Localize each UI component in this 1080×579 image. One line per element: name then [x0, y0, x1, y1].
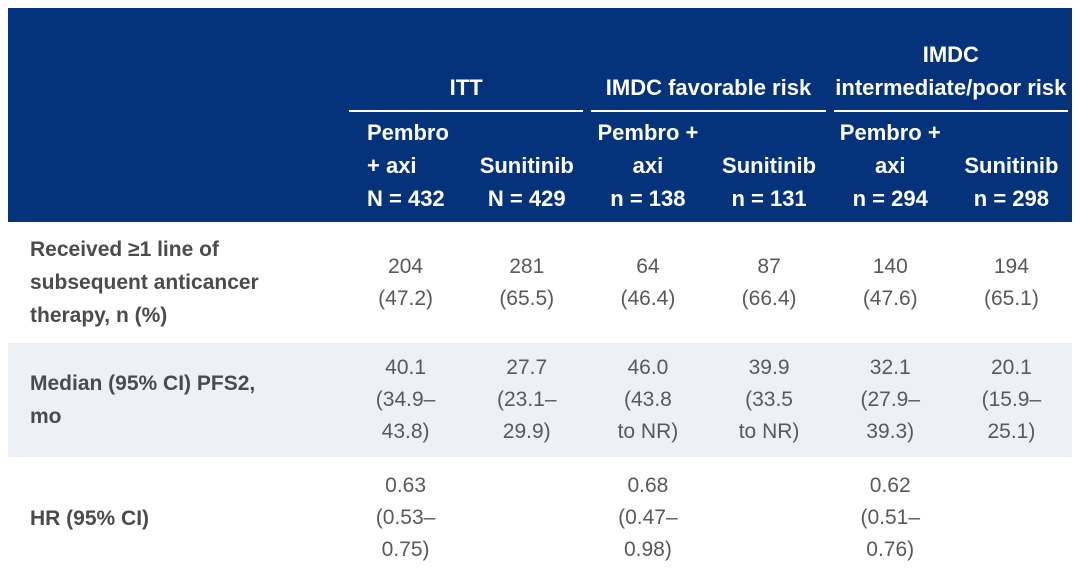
cell-line: 281: [509, 254, 545, 278]
group-label: ITT: [449, 75, 483, 100]
column-header-line: Sunitinib: [722, 153, 817, 178]
data-cell: 194 (65.1): [951, 251, 1072, 315]
column-header-line: + axi: [367, 153, 417, 178]
data-cell: 46.0 (43.8 to NR): [587, 352, 708, 448]
cell-line: 0.62: [869, 474, 911, 497]
cell-line: (65.5): [499, 286, 555, 310]
column-header-sunitinib-itt: Sunitinib N = 429: [466, 112, 587, 222]
cell-line: to NR): [738, 420, 800, 443]
cell-line: 27.7: [506, 356, 548, 379]
cell-line: 39.3): [866, 420, 915, 443]
column-header-line: N = 432: [367, 186, 445, 211]
row-label: Median (95% CI) PFS2, mo: [8, 367, 345, 433]
cell-line: (65.1): [983, 286, 1039, 310]
cell-line: (47.2): [378, 286, 433, 310]
cell-line: 0.98): [623, 538, 672, 561]
cell-line: 25.1): [987, 420, 1036, 443]
cell-line: 194: [993, 254, 1029, 278]
column-header-line: n = 138: [610, 186, 686, 211]
row-label-line: Median (95% CI) PFS2,: [30, 372, 256, 395]
cell-line: (43.8: [623, 388, 672, 411]
header-corner-spacer: [8, 112, 345, 222]
cell-line: 64: [636, 254, 660, 278]
column-header-line: Sunitinib: [964, 153, 1059, 178]
cell-line: 0.76): [866, 538, 915, 561]
data-cell: 0.62 (0.51– 0.76): [830, 470, 951, 566]
data-cell: 0.63 (0.53– 0.75): [345, 470, 466, 566]
cell-line: (66.4): [741, 286, 797, 310]
column-header-line: Pembro +: [597, 120, 699, 145]
data-cell: 20.1 (15.9– 25.1): [951, 352, 1072, 448]
cell-line: 0.63: [385, 474, 427, 497]
data-cell: 281 (65.5): [466, 251, 587, 315]
table-body: Received ≥1 line of subsequent anticancer…: [8, 222, 1072, 579]
column-header-line: Pembro +: [839, 120, 941, 145]
cell-line: (46.4): [620, 286, 676, 310]
data-cell: 40.1 (34.9– 43.8): [345, 352, 466, 448]
data-cell: 140 (47.6): [830, 251, 951, 315]
cell-line: 0.75): [381, 538, 430, 561]
table-header: ITT IMDC favorable risk IMDC intermediat…: [8, 8, 1072, 222]
column-header-line: n = 131: [731, 186, 807, 211]
column-header-line: n = 298: [973, 186, 1050, 211]
column-header-pembro-axi-favorable: Pembro + axi n = 138: [587, 112, 708, 222]
cell-line: 46.0: [627, 356, 669, 379]
data-cell: 32.1 (27.9– 39.3): [830, 352, 951, 448]
cell-line: (33.5: [745, 388, 793, 411]
column-header-row: Pembro + axi N = 432 Sunitinib N = 429 P…: [8, 112, 1072, 222]
data-cell: 87 (66.4): [708, 251, 829, 315]
row-label: HR (95% CI): [8, 502, 345, 535]
cell-line: (0.51–: [860, 506, 921, 529]
row-label-line: mo: [30, 405, 62, 428]
cell-line: 39.9: [748, 356, 790, 379]
cell-line: to NR): [617, 420, 679, 443]
cell-line: 40.1: [385, 356, 427, 379]
cell-line: (27.9–: [860, 388, 921, 411]
cell-line: (0.53–: [375, 506, 436, 529]
column-header-line: n = 294: [852, 186, 928, 211]
cell-line: 32.1: [869, 356, 911, 379]
cell-line: 204: [388, 254, 424, 278]
column-header-pembro-axi-intermediate-poor: Pembro + axi n = 294: [830, 112, 951, 222]
cell-line: 140: [872, 254, 908, 278]
data-cell: 64 (46.4): [587, 251, 708, 315]
row-label: Received ≥1 line of subsequent anticancer…: [8, 233, 345, 332]
data-cell: 204 (47.2): [345, 251, 466, 315]
column-header-line: axi: [874, 153, 906, 178]
column-header-line: N = 429: [487, 186, 566, 211]
data-cell: 39.9 (33.5 to NR): [708, 352, 829, 448]
column-group-imdc-favorable: IMDC favorable risk: [591, 12, 826, 112]
cell-line: (0.47–: [618, 506, 678, 529]
cell-line: (47.6): [862, 286, 918, 310]
row-label-line: subsequent anticancer: [30, 271, 259, 294]
column-header-line: Sunitinib: [479, 153, 574, 178]
column-group-itt: ITT: [349, 12, 584, 112]
column-header-line: Pembro: [367, 120, 449, 145]
table-row: Received ≥1 line of subsequent anticancer…: [8, 222, 1072, 343]
group-label: IMDC favorable risk: [605, 75, 812, 100]
table-row: HR (95% CI) 0.63 (0.53– 0.75) 0.68 (0.47– 0.98…: [8, 457, 1072, 579]
column-header-line: axi: [632, 153, 664, 178]
group-label: IMDC intermediate/poor risk: [835, 42, 1067, 100]
cell-line: 20.1: [990, 356, 1032, 379]
cell-line: (34.9–: [375, 388, 436, 411]
cell-line: 0.68: [627, 474, 669, 497]
cell-line: (23.1–: [496, 388, 557, 411]
cell-line: 29.9): [502, 420, 551, 443]
column-header-sunitinib-favorable: Sunitinib n = 131: [708, 112, 829, 222]
row-label-line: Received ≥1 line of: [30, 238, 219, 261]
cell-line: 43.8): [381, 420, 430, 443]
cell-line: (15.9–: [981, 388, 1042, 411]
data-cell: 0.68 (0.47– 0.98): [587, 470, 708, 566]
column-header-sunitinib-intermediate-poor: Sunitinib n = 298: [951, 112, 1072, 222]
table-row: Median (95% CI) PFS2, mo 40.1 (34.9– 43.8) 27…: [8, 343, 1072, 457]
data-cell: 27.7 (23.1– 29.9): [466, 352, 587, 448]
column-group-imdc-intermediate-poor: IMDC intermediate/poor risk: [833, 12, 1068, 112]
row-label-line: therapy, n (%): [30, 304, 168, 327]
column-header-pembro-axi-itt: Pembro + axi N = 432: [345, 112, 466, 222]
row-label-line: HR (95% CI): [30, 506, 150, 530]
column-group-row: ITT IMDC favorable risk IMDC intermediat…: [8, 8, 1072, 112]
cell-line: 87: [757, 254, 781, 278]
